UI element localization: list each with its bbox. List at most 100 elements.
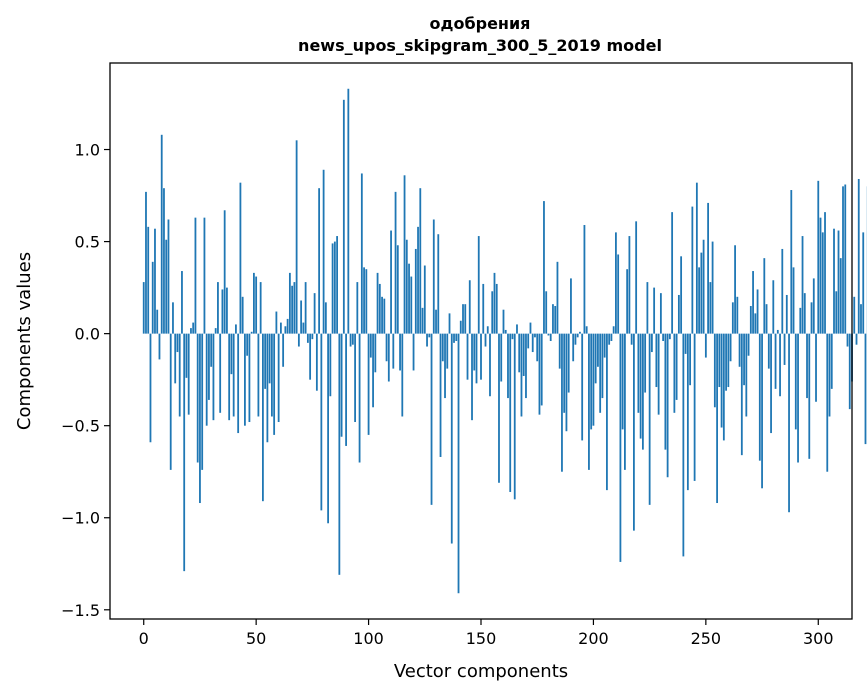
bar-159 [500,333,503,382]
bar-310 [839,258,842,334]
bar-233 [666,333,669,478]
bar-278 [767,333,770,369]
y-tick-label-0: −1.5 [61,601,100,620]
bar-219 [635,221,638,334]
bar-210 [615,232,617,334]
bar-93 [351,333,354,345]
bar-98 [363,267,365,334]
bar-1 [145,191,147,334]
bar-160 [502,309,505,334]
chart-title-line-1: одобрения [430,14,531,33]
bar-80 [322,169,325,334]
bar-92 [349,333,352,347]
bar-106 [381,296,383,334]
bar-272 [754,313,757,334]
bar-84 [331,243,334,334]
bar-35 [221,289,224,334]
bar-182 [552,304,554,334]
bar-48 [250,331,253,334]
bar-224 [646,282,649,334]
bar-157 [495,283,498,334]
y-tick-label-3: 0.0 [75,325,100,344]
bar-140 [457,333,460,594]
bar-142 [462,304,464,334]
bar-266 [740,333,743,456]
bar-179 [545,291,548,334]
bar-137 [450,333,453,544]
bar-158 [498,333,500,483]
bar-104 [376,272,379,334]
chart-title-line-2: news_upos_skipgram_300_5_2019 model [298,36,662,55]
bar-311 [842,186,844,334]
bar-212 [619,333,622,562]
bar-221 [639,333,642,439]
bar-126 [426,333,428,347]
bar-70 [300,300,303,334]
bar-58 [273,333,276,435]
bar-42 [237,333,240,434]
bar-256 [718,333,721,388]
bar-166 [516,324,518,334]
bar-37 [226,287,228,334]
x-tick-label-1: 50 [246,629,266,648]
bar-74 [309,333,312,380]
bar-275 [761,333,763,489]
bar-258 [722,333,725,441]
bar-190 [570,278,572,334]
bar-122 [417,226,419,334]
bar-269 [747,333,750,356]
bar-225 [648,333,651,505]
bar-236 [673,333,676,413]
bar-176 [538,333,541,415]
x-axis-ticks: 0 50 100 150 200 250 300 [139,619,834,648]
bar-271 [752,271,754,334]
bar-97 [360,173,363,334]
x-axis-label: Vector components [394,661,568,682]
bar-207 [608,333,611,345]
bar-50 [255,276,258,334]
bar-183 [554,306,557,334]
bar-131 [437,234,440,334]
bar-267 [743,333,745,386]
bar-297 [810,302,813,334]
bar-147 [473,333,476,371]
bar-203 [599,333,602,413]
bar-71 [302,322,305,334]
bar-56 [268,333,271,384]
bar-247 [698,267,700,334]
bar-170 [525,333,527,399]
bar-268 [745,333,748,417]
bar-148 [475,333,478,384]
bar-88 [340,333,343,437]
bar-186 [561,333,563,472]
bar-164 [511,333,514,340]
bar-174 [534,333,536,338]
bar-189 [567,333,570,393]
bar-36 [223,210,226,334]
bar-191 [572,333,575,362]
bar-242 [686,333,689,491]
bar-110 [390,230,392,334]
bar-55 [266,333,269,443]
bar-229 [657,333,660,415]
bar-143 [464,304,467,334]
bar-280 [772,280,775,334]
bar-16 [178,333,181,417]
bar-175 [536,333,539,362]
bar-128 [430,333,433,505]
bar-81 [324,302,327,334]
bar-321 [864,333,867,445]
bar-72 [304,282,307,334]
bar-114 [399,333,401,371]
y-axis-ticks: −1.5 −1.0 −0.5 0.0 0.5 1.0 [61,141,110,620]
bar-301 [819,217,822,334]
bar-255 [716,333,718,504]
bar-141 [459,320,462,334]
bar-246 [695,182,698,334]
bar-139 [455,333,458,341]
bar-26 [201,333,204,470]
bar-69 [297,333,300,347]
bar-206 [606,333,608,491]
bar-149 [477,236,480,334]
bar-68 [295,140,298,334]
